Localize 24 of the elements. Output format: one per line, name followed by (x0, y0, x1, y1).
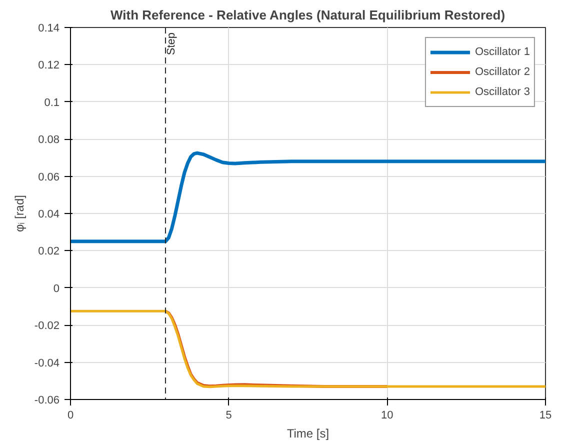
y-tick-label: 0.06 (38, 171, 60, 184)
legend-label: Oscillator 1 (474, 46, 530, 58)
y-tick-label: 0.08 (38, 134, 60, 146)
legend-label: Oscillator 2 (474, 66, 530, 78)
x-axis-title: Time [s] (286, 426, 330, 440)
chart-title: With Reference - Relative Angles (Natural Equilibrium Restored) (110, 8, 506, 22)
x-tick-label: 0 (67, 410, 74, 422)
x-tick-label: 10 (381, 410, 394, 422)
y-tick-label: -0.06 (34, 394, 60, 406)
y-axis-title: φᵢ [rad] (12, 194, 26, 232)
y-tick-label: -0.04 (34, 357, 60, 370)
y-tick-label: 0.14 (38, 22, 60, 34)
y-tick-label: 0.12 (38, 60, 60, 72)
line-series (70, 151, 546, 244)
x-tick-label: 5 (226, 410, 232, 422)
x-tick-label: 15 (539, 410, 552, 422)
line-series (70, 310, 546, 388)
y-tick-label: 0.1 (44, 96, 60, 109)
y-tick-label: 0.02 (38, 246, 60, 258)
legend-label: Oscillator 3 (474, 86, 530, 98)
y-tick-label: -0.02 (34, 320, 60, 332)
y-tick-label: 0 (53, 282, 60, 295)
ref-line-label: Step (166, 32, 178, 56)
y-tick-label: 0.04 (38, 208, 60, 220)
